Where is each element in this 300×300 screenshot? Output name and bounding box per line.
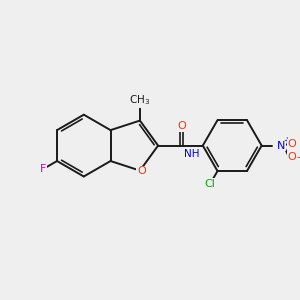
Text: NH: NH [184, 149, 200, 159]
Text: CH$_3$: CH$_3$ [129, 93, 151, 107]
Text: Cl: Cl [205, 179, 216, 189]
Text: O: O [137, 167, 146, 176]
Text: O: O [287, 152, 296, 162]
Text: O: O [287, 139, 296, 149]
Text: -: - [296, 152, 300, 162]
Text: F: F [40, 164, 46, 174]
Text: O: O [177, 121, 186, 131]
Text: N: N [277, 141, 286, 151]
Text: +: + [283, 136, 290, 145]
